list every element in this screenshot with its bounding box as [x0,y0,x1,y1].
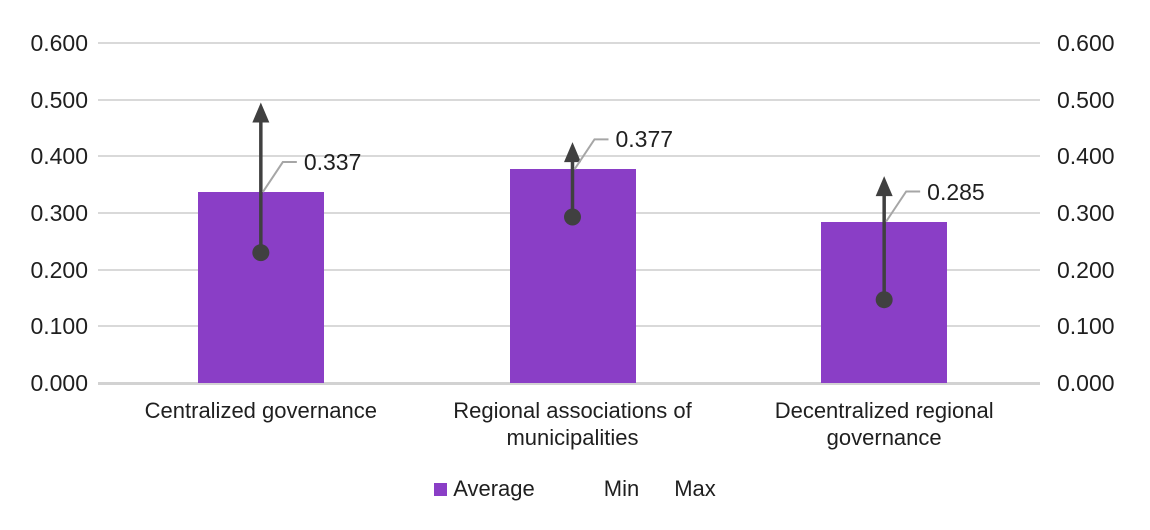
legend-item-max: Max [674,476,716,502]
y-axis-tick-left: 0.600 [30,30,88,56]
y-axis-tick-left: 0.400 [30,143,88,170]
data-label-leader-line [262,161,297,193]
y-axis-tick-left: 0.100 [30,313,88,340]
legend: Average Min Max [0,476,1150,502]
y-axis-tick-right: 0.400 [1057,143,1115,170]
y-axis-tick-right: 0.000 [1057,370,1115,396]
y-axis-tick-left: 0.300 [30,200,88,226]
data-label: 0.377 [615,126,674,153]
legend-item-average: Average [434,476,535,502]
legend-label: Max [674,476,716,501]
y-axis-tick-right: 0.500 [1057,86,1115,113]
max-marker-arrow-icon [564,142,581,163]
data-label: 0.337 [303,149,362,176]
max-marker-arrow-icon [875,176,893,197]
gridline [98,98,1040,101]
x-axis-line [98,381,1040,385]
legend-label: Min [603,476,640,501]
data-label-leader-line [885,190,921,223]
y-axis-tick-right: 0.200 [1057,256,1115,283]
category-label: Regional associations of municipalities [453,398,692,450]
legend-label: Average [453,476,535,501]
gridline [98,42,1040,44]
bar [821,221,948,383]
y-axis-tick-left: 0.200 [30,256,88,283]
y-axis-tick-right: 0.300 [1057,200,1115,226]
y-axis-tick-right: 0.600 [1057,30,1115,56]
y-axis-tick-right: 0.100 [1057,313,1115,340]
bar [197,192,324,383]
y-axis-tick-left: 0.500 [30,86,88,113]
legend-item-min: Min [604,476,639,502]
gridline [98,155,1040,158]
data-label: 0.285 [927,178,985,205]
bar [509,169,636,383]
max-marker-arrow-icon [252,102,270,123]
y-axis-tick-left: 0.000 [30,370,88,396]
legend-square-icon [434,482,448,496]
category-label: Decentralized regional governance [774,398,994,450]
category-label: Centralized governance [144,398,378,423]
